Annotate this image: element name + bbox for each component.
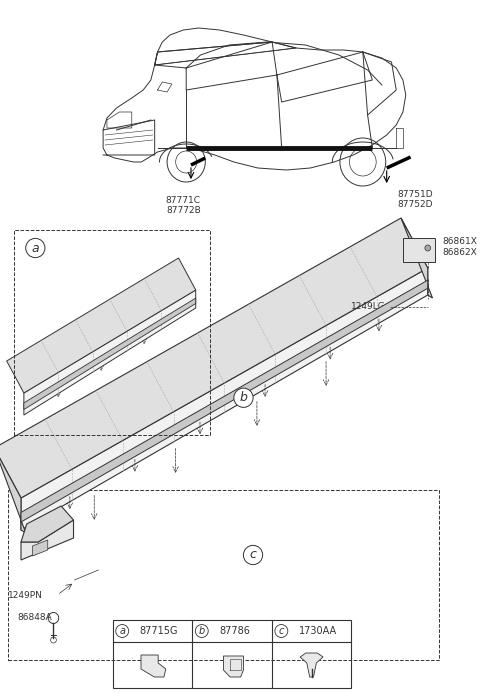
Text: 87786: 87786 bbox=[219, 626, 250, 636]
Text: 87771C
87772B: 87771C 87772B bbox=[166, 196, 201, 216]
Polygon shape bbox=[0, 448, 26, 533]
Text: c: c bbox=[279, 626, 284, 636]
Circle shape bbox=[425, 245, 431, 251]
Polygon shape bbox=[300, 653, 323, 677]
Text: 1249PN: 1249PN bbox=[8, 590, 43, 599]
Bar bbox=[113, 620, 351, 688]
Bar bbox=[8, 490, 439, 660]
Polygon shape bbox=[7, 258, 196, 393]
Polygon shape bbox=[24, 290, 196, 415]
FancyBboxPatch shape bbox=[403, 238, 435, 262]
Polygon shape bbox=[33, 540, 48, 556]
Text: c: c bbox=[250, 548, 256, 561]
Polygon shape bbox=[401, 218, 432, 298]
Text: a: a bbox=[32, 241, 39, 254]
Text: 86848A: 86848A bbox=[17, 613, 52, 622]
Polygon shape bbox=[223, 656, 243, 677]
Text: 87751D
87752D: 87751D 87752D bbox=[397, 190, 433, 209]
Text: 87715G: 87715G bbox=[139, 626, 178, 636]
Polygon shape bbox=[21, 520, 73, 560]
Polygon shape bbox=[141, 655, 166, 677]
Text: 1730AA: 1730AA bbox=[299, 626, 336, 636]
Polygon shape bbox=[21, 506, 73, 542]
Text: b: b bbox=[199, 626, 205, 636]
Text: a: a bbox=[119, 626, 125, 636]
Text: 86861X
86862X: 86861X 86862X bbox=[442, 237, 477, 256]
Polygon shape bbox=[24, 298, 196, 410]
Bar bbox=[14, 230, 210, 435]
Polygon shape bbox=[0, 218, 428, 498]
Polygon shape bbox=[21, 280, 428, 522]
Text: 1249LG: 1249LG bbox=[351, 302, 386, 311]
Text: b: b bbox=[240, 392, 247, 404]
Polygon shape bbox=[21, 268, 428, 530]
